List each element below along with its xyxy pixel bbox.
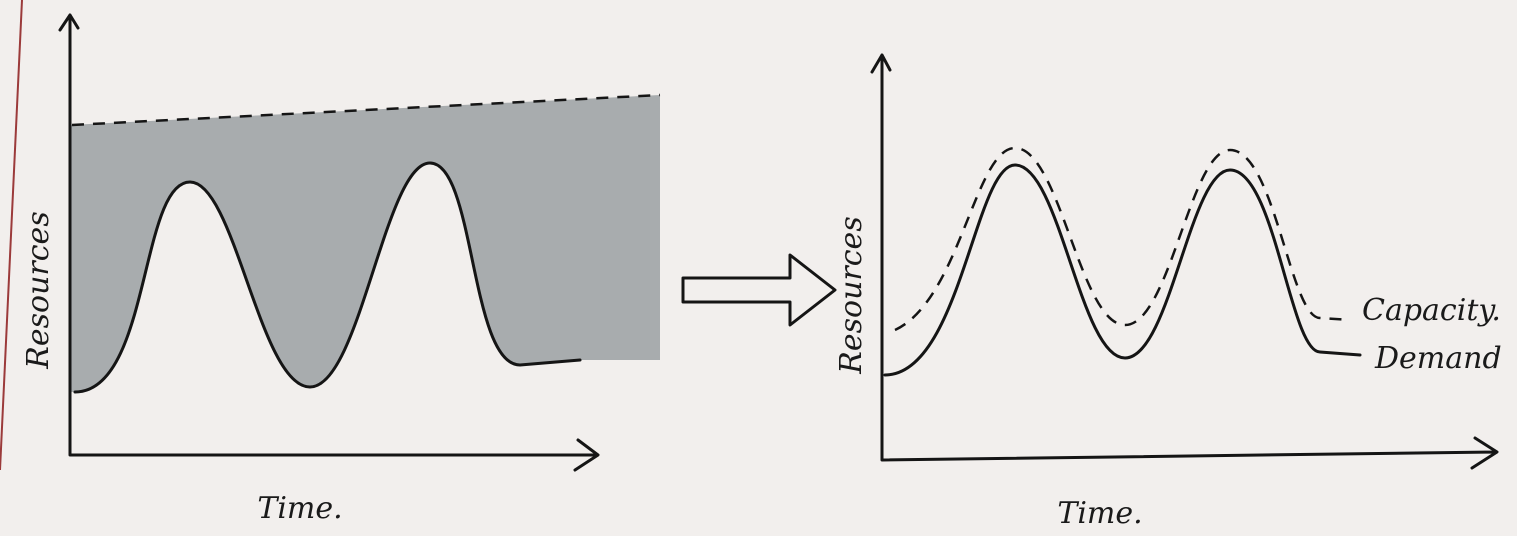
page: Resources Time. Resources Time. Capacity… (0, 0, 1517, 536)
x-axis-label: Time. (1057, 496, 1142, 531)
y-axis-label: Resources (834, 216, 869, 374)
x-axis-label: Time. (257, 491, 342, 526)
demand-label: Demand (1374, 341, 1502, 376)
capacity-label: Capacity. (1362, 293, 1501, 328)
y-axis-label: Resources (21, 211, 56, 369)
diagram: Resources Time. Resources Time. Capacity… (0, 0, 1517, 536)
